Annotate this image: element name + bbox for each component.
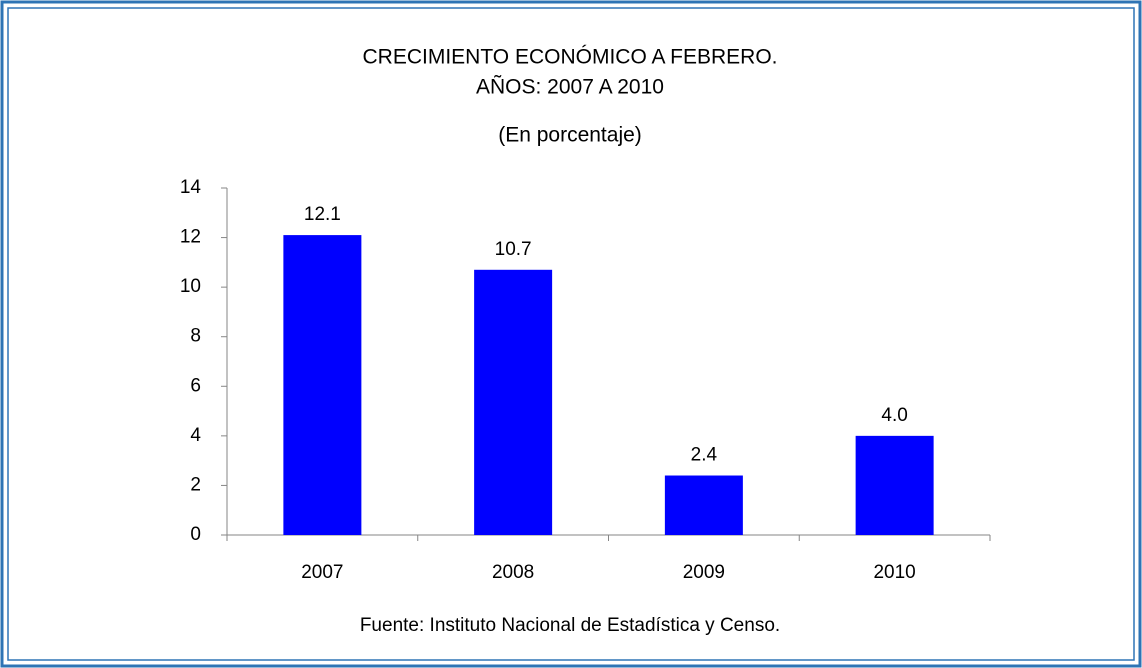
- chart-title: AÑOS: 2007 A 2010: [476, 75, 664, 99]
- y-tick-label: 12: [180, 227, 201, 248]
- x-tick-label: 2007: [301, 562, 343, 583]
- bar: [474, 269, 553, 535]
- value-label: 4.0: [881, 405, 907, 426]
- bar: [855, 435, 934, 535]
- chart-title: CRECIMIENTO ECONÓMICO A FEBRERO.: [363, 46, 778, 69]
- y-tick-label: 10: [180, 276, 201, 297]
- chart-subtitle: (En porcentaje): [498, 124, 642, 147]
- y-tick-label: 2: [190, 474, 201, 495]
- y-tick-label: 14: [180, 177, 202, 198]
- bar: [283, 235, 362, 536]
- bar: [664, 475, 743, 535]
- y-tick-label: 4: [190, 425, 201, 446]
- inner-border: [7, 7, 1135, 661]
- y-tick-label: 8: [190, 326, 201, 347]
- source-note: Fuente: Instituto Nacional de Estadístic…: [360, 615, 780, 636]
- value-label: 10.7: [495, 239, 532, 260]
- y-tick-label: 0: [190, 524, 201, 545]
- y-tick-label: 6: [190, 375, 201, 396]
- x-tick-label: 2009: [683, 562, 725, 583]
- value-label: 12.1: [304, 204, 341, 225]
- x-tick-label: 2008: [492, 562, 534, 583]
- value-label: 2.4: [691, 445, 718, 466]
- x-tick-label: 2010: [873, 562, 915, 583]
